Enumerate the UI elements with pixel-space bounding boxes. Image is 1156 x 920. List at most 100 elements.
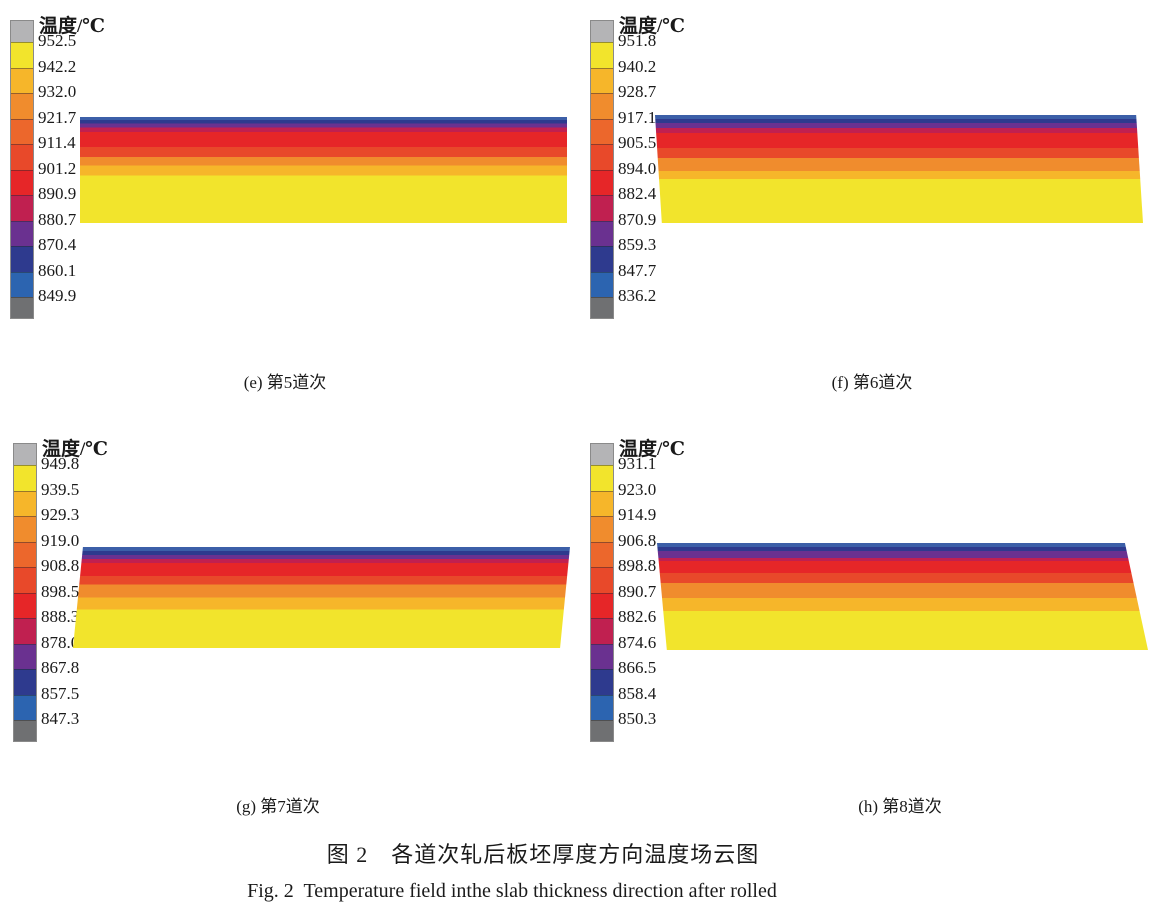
colorbar-tick: 932.0 (38, 82, 77, 101)
colorbar-tick: 888.3 (41, 607, 80, 626)
colorbar-tick: 880.7 (38, 209, 77, 229)
colorbar-segment (11, 195, 33, 221)
colorbar-tick: 951.8 (618, 31, 657, 50)
colorbar-tick: 874.6 (618, 632, 657, 652)
colorbar-tick: 860.1 (38, 260, 77, 280)
colorbar-bar (590, 20, 614, 319)
colorbar-segment (14, 516, 36, 542)
colorbar-segment (14, 444, 36, 465)
colorbar-tick: 882.4 (618, 184, 657, 203)
subplot-caption-pass8: (h) 第8道次 (858, 797, 942, 816)
colorbar-title: 温度/℃ (619, 16, 686, 37)
colorbar-segment (591, 144, 613, 170)
colorbar-tick: 914.9 (618, 505, 657, 524)
colorbar-segment (591, 643, 613, 669)
colorbar-tick: 906.8 (618, 530, 657, 550)
colorbar-segment (591, 618, 613, 644)
subplot-caption-pass5: (e) 第5道次 (243, 373, 327, 392)
colorbar-segment (14, 669, 36, 695)
colorbar-title: 温度/℃ (42, 439, 109, 460)
colorbar-tick: 866.5 (618, 658, 657, 677)
colorbar-pass7: 温度/℃ 949.8 939.5 929.3 919.0 908.8 898.5 888.3… (13, 433, 143, 753)
colorbar-tick: 870.9 (618, 209, 657, 229)
colorbar-tick: 952.5 (38, 31, 77, 50)
colorbar-segment (11, 21, 33, 42)
colorbar-tick: 857.5 (41, 683, 80, 703)
subplot-caption-pass7: (g) 第7道次 (236, 797, 320, 816)
colorbar-segment (11, 271, 33, 297)
colorbar-tick: 919.0 (41, 530, 80, 550)
colorbar-title: 温度/℃ (619, 439, 686, 460)
subplot-caption-pass6: (f) 第6道次 (831, 373, 913, 392)
colorbar-segment (14, 490, 36, 516)
colorbar-segment (11, 118, 33, 144)
colorbar-segment (591, 720, 613, 741)
colorbar-segment (14, 592, 36, 618)
colorbar-segment (591, 541, 613, 567)
subplot-pass8: 温度/℃ 931.1 923.0 914.9 906.8 898.8 890.7 882.6… (578, 420, 1156, 820)
colorbar-segment (591, 567, 613, 593)
colorbar-segment (11, 144, 33, 170)
colorbar-tick: 858.4 (618, 683, 657, 703)
colorbar-segment (11, 220, 33, 246)
colorbar-segment (591, 592, 613, 618)
colorbar-tick: 847.3 (41, 709, 80, 728)
colorbar-tick: 836.2 (618, 286, 657, 305)
colorbar-tick: 917.1 (618, 107, 657, 127)
colorbar-tick: 859.3 (618, 235, 657, 254)
colorbar-tick: 901.2 (38, 158, 77, 178)
colorbar-tick: 929.3 (41, 505, 80, 524)
colorbar-tick: 882.6 (618, 607, 657, 626)
colorbar-bar (590, 443, 614, 742)
subplot-pass7: 温度/℃ 949.8 939.5 929.3 919.0 908.8 898.5 888.3… (0, 420, 578, 820)
colorbar-segment (591, 271, 613, 297)
colorbar-segment (591, 118, 613, 144)
colorbar-tick: 949.8 (41, 454, 80, 473)
colorbar-tick: 911.4 (38, 133, 76, 152)
colorbar-bar (10, 20, 34, 319)
colorbar-segment (591, 465, 613, 491)
colorbar-segment (11, 169, 33, 195)
colorbar-segment (11, 42, 33, 68)
colorbar-segment (14, 618, 36, 644)
colorbar-segment (591, 220, 613, 246)
colorbar-tick: 894.0 (618, 158, 657, 178)
colorbar-tick: 921.7 (38, 107, 77, 127)
colorbar-tick: 867.8 (41, 658, 80, 677)
colorbar-pass8: 温度/℃ 931.1 923.0 914.9 906.8 898.8 890.7 882.6… (590, 433, 720, 753)
colorbar-tick: 942.2 (38, 56, 77, 76)
colorbar-segment (11, 93, 33, 119)
colorbar-tick: 940.2 (618, 56, 657, 76)
colorbar-tick: 898.8 (618, 556, 657, 575)
colorbar-tick: 923.0 (618, 479, 657, 499)
colorbar-bar (13, 443, 37, 742)
colorbar-segment (14, 720, 36, 741)
colorbar-segment (591, 490, 613, 516)
colorbar-tick: 850.3 (618, 709, 657, 728)
colorbar-tick: 939.5 (41, 479, 80, 499)
slab-temperature-field-pass8 (657, 543, 1148, 650)
colorbar-segment (591, 195, 613, 221)
colorbar-segment (591, 67, 613, 93)
colorbar-segment (591, 444, 613, 465)
colorbar-tick: 847.7 (618, 260, 657, 280)
colorbar-tick: 890.9 (38, 184, 77, 203)
colorbar-tick: 931.1 (618, 454, 657, 473)
subplot-pass6: 温度/℃ 951.8 940.2 928.7 917.1 905.5 894.0 882.4… (578, 0, 1156, 420)
colorbar-tick: 849.9 (38, 286, 77, 305)
colorbar-segment (11, 297, 33, 318)
colorbar-tick: 870.4 (38, 235, 77, 254)
colorbar-segment (591, 246, 613, 272)
colorbar-segment (11, 246, 33, 272)
colorbar-segment (14, 465, 36, 491)
colorbar-tick: 928.7 (618, 82, 657, 101)
colorbar-tick: 898.5 (41, 581, 80, 601)
colorbar-segment (11, 67, 33, 93)
figure-caption-en: Fig. 2 Temperature field inthe slab thic… (247, 880, 777, 902)
colorbar-title: 温度/℃ (39, 16, 106, 37)
colorbar-segment (14, 541, 36, 567)
colorbar-segment (591, 169, 613, 195)
slab-temperature-field-pass7 (73, 547, 570, 648)
colorbar-segment (591, 93, 613, 119)
